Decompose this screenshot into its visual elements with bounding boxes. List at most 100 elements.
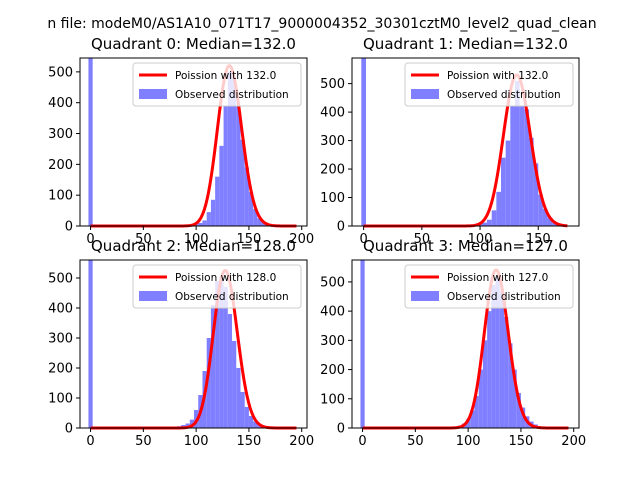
histogram-bar — [533, 163, 539, 226]
histogram-bar — [223, 287, 228, 428]
y-tick-label: 100 — [48, 392, 73, 407]
y-tick-label: 400 — [48, 96, 73, 111]
histogram-bar — [524, 109, 529, 226]
histogram-bar — [482, 340, 488, 428]
x-tick-label: 150 — [509, 434, 534, 449]
legend-fit-label: Poission with 127.0 — [447, 272, 548, 284]
x-tick-label: 0 — [358, 434, 366, 449]
y-tick-label: 200 — [320, 363, 345, 378]
histogram-bar — [495, 276, 500, 428]
legend-observed-swatch — [139, 291, 167, 301]
axes-frame — [351, 259, 580, 429]
histogram-bar — [487, 311, 492, 428]
histogram-bar — [552, 222, 557, 226]
subplot-title: Quadrant 2: Median=128.0 — [91, 237, 296, 255]
histogram-bar — [185, 423, 190, 428]
histogram-bar — [528, 137, 534, 226]
y-tick-label: 400 — [320, 106, 345, 121]
histogram-bar — [206, 338, 211, 428]
legend: Poission with 132.0 Observed distribution — [404, 62, 574, 107]
axes-frame — [351, 57, 580, 227]
histogram-bar — [360, 260, 365, 428]
x-tick-label: 200 — [561, 434, 586, 449]
legend-box — [404, 62, 574, 107]
histogram-bar — [227, 314, 233, 428]
y-tick-label: 0 — [65, 422, 73, 437]
histogram-bar — [210, 199, 216, 226]
y-tick-label: 0 — [337, 220, 345, 235]
legend-observed-label: Observed distribution — [447, 89, 561, 101]
y-tick-label: 400 — [48, 302, 73, 317]
y-tick-label: 200 — [48, 158, 73, 173]
legend: Poission with 128.0 Observed distribution — [132, 264, 302, 309]
x-tick-label: 100 — [184, 434, 209, 449]
legend-box — [132, 264, 302, 309]
legend: Poission with 132.0 Observed distribution — [132, 62, 302, 107]
histogram-bar — [361, 58, 366, 226]
histogram-bar — [232, 341, 237, 428]
y-tick-label: 0 — [337, 422, 345, 437]
y-tick-label: 100 — [320, 191, 345, 206]
x-tick-label: 0 — [360, 232, 368, 247]
histogram-bar — [215, 176, 220, 226]
histogram-bar — [516, 392, 521, 428]
histogram-bar — [491, 284, 496, 428]
legend-observed-label: Observed distribution — [175, 89, 289, 101]
histogram-bar — [202, 220, 207, 226]
histogram-bar — [244, 407, 249, 428]
histogram-bars — [88, 58, 279, 227]
subplot-title: Quadrant 1: Median=132.0 — [363, 35, 568, 53]
legend-observed-swatch — [411, 291, 439, 301]
histogram-bar — [487, 219, 492, 226]
subplot-quadrant-1: 0 50 100 150 0 100 200 300 400 500 Quadrant 1: Med… — [320, 35, 580, 247]
histogram-bar — [538, 194, 543, 226]
histogram-bar — [520, 407, 526, 428]
histogram-bar — [478, 369, 483, 428]
x-tick-label: 150 — [526, 232, 551, 247]
x-tick-label: 150 — [237, 434, 262, 449]
x-tick-label: 200 — [289, 232, 314, 247]
histogram-bar — [219, 145, 224, 226]
histogram-bar — [223, 105, 228, 226]
y-tick-label: 500 — [48, 65, 73, 80]
histogram-bar — [88, 260, 93, 428]
histogram-bar — [210, 305, 216, 428]
y-tick-label: 100 — [48, 189, 73, 204]
y-tick-label: 200 — [48, 362, 73, 377]
histogram-bar — [244, 167, 249, 226]
histogram-bar — [232, 78, 237, 226]
legend-box — [404, 264, 574, 309]
histogram-bar — [253, 209, 258, 226]
histogram-bar — [505, 140, 511, 226]
histogram-bar — [510, 106, 515, 226]
histogram-bar — [491, 210, 497, 226]
histogram-bar — [508, 343, 513, 428]
subplot-title: Quadrant 3: Median=127.0 — [363, 237, 568, 255]
x-tick-label: 200 — [289, 434, 314, 449]
histogram-bar — [504, 316, 509, 428]
histogram-bar — [514, 80, 520, 226]
legend-observed-label: Observed distribution — [447, 291, 561, 303]
histogram-bar — [215, 281, 220, 428]
histogram-bar — [519, 106, 525, 226]
legend-fit-label: Poission with 132.0 — [175, 70, 276, 82]
histogram-bar — [542, 208, 548, 226]
histogram-bar — [219, 276, 224, 428]
histogram-bar — [257, 218, 262, 226]
histogram-bar — [474, 395, 479, 428]
histogram-bar — [248, 192, 254, 226]
histogram-bar — [240, 392, 245, 428]
x-tick-label: 100 — [456, 434, 481, 449]
y-tick-label: 500 — [48, 272, 73, 287]
x-tick-label: 50 — [407, 434, 424, 449]
histogram-bar — [206, 212, 211, 226]
histogram-bar — [189, 419, 195, 428]
histogram-bar — [240, 139, 245, 226]
y-tick-label: 500 — [320, 275, 345, 290]
x-tick-label: 100 — [468, 232, 493, 247]
y-tick-label: 100 — [320, 392, 345, 407]
histogram-bar — [261, 222, 266, 226]
histogram-bar — [512, 369, 517, 428]
